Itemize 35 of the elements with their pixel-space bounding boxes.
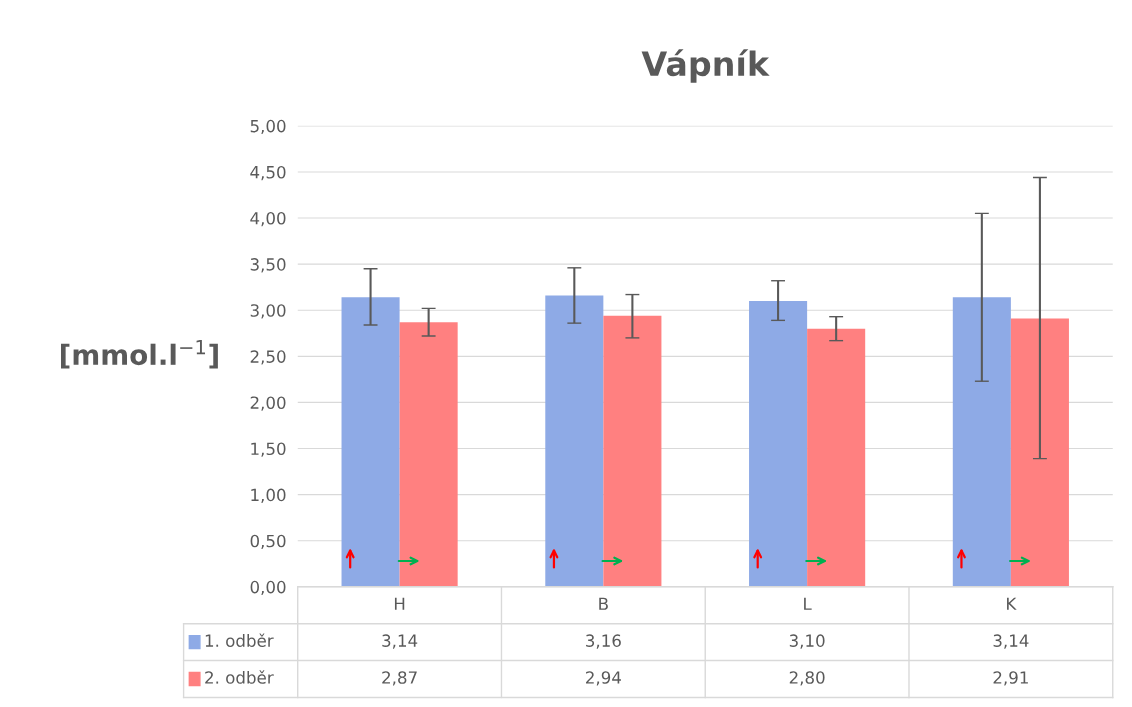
data-label: 3,14 [382, 634, 418, 649]
y-tick-label: 1,50 [251, 442, 286, 457]
data-label: 2,94 [586, 671, 621, 686]
x-tick-label: L [804, 597, 812, 610]
y-axis-title: [mmol.l$^{−1}$] [61, 340, 218, 369]
bar [749, 301, 808, 587]
y-tick-label: 1,00 [251, 488, 286, 503]
bar [807, 328, 866, 587]
legend-label: 2. odběr [205, 670, 274, 684]
bar [952, 297, 1011, 587]
y-tick-label: 0,50 [250, 534, 286, 549]
y-tick-label: 2,00 [250, 396, 286, 411]
x-tick-label: B [599, 597, 608, 610]
chart-title: Vápník [641, 49, 770, 83]
y-tick-label: 5,00 [250, 119, 286, 135]
bar [341, 297, 400, 587]
data-label: 3,10 [789, 634, 825, 649]
y-tick-label: 3,50 [250, 258, 286, 273]
data-label: 2,91 [993, 671, 1028, 686]
x-tick-label: H [394, 597, 405, 610]
y-tick-label: 0,00 [250, 580, 286, 596]
legend-label: 1. odběr [205, 633, 274, 647]
y-tick-label: 4,00 [250, 212, 286, 227]
data-label: 2,87 [382, 671, 417, 686]
bar [545, 295, 604, 587]
data-label: 2,80 [789, 671, 825, 686]
bar [603, 315, 662, 587]
y-tick-label: 3,00 [250, 304, 286, 319]
x-tick-label: K [1007, 597, 1017, 610]
bar [1010, 318, 1069, 587]
y-tick-label: 2,50 [250, 350, 286, 365]
bar [399, 322, 458, 587]
data-label: 3,16 [586, 634, 621, 649]
data-label: 3,14 [993, 634, 1029, 649]
y-tick-label: 4,50 [250, 165, 286, 181]
